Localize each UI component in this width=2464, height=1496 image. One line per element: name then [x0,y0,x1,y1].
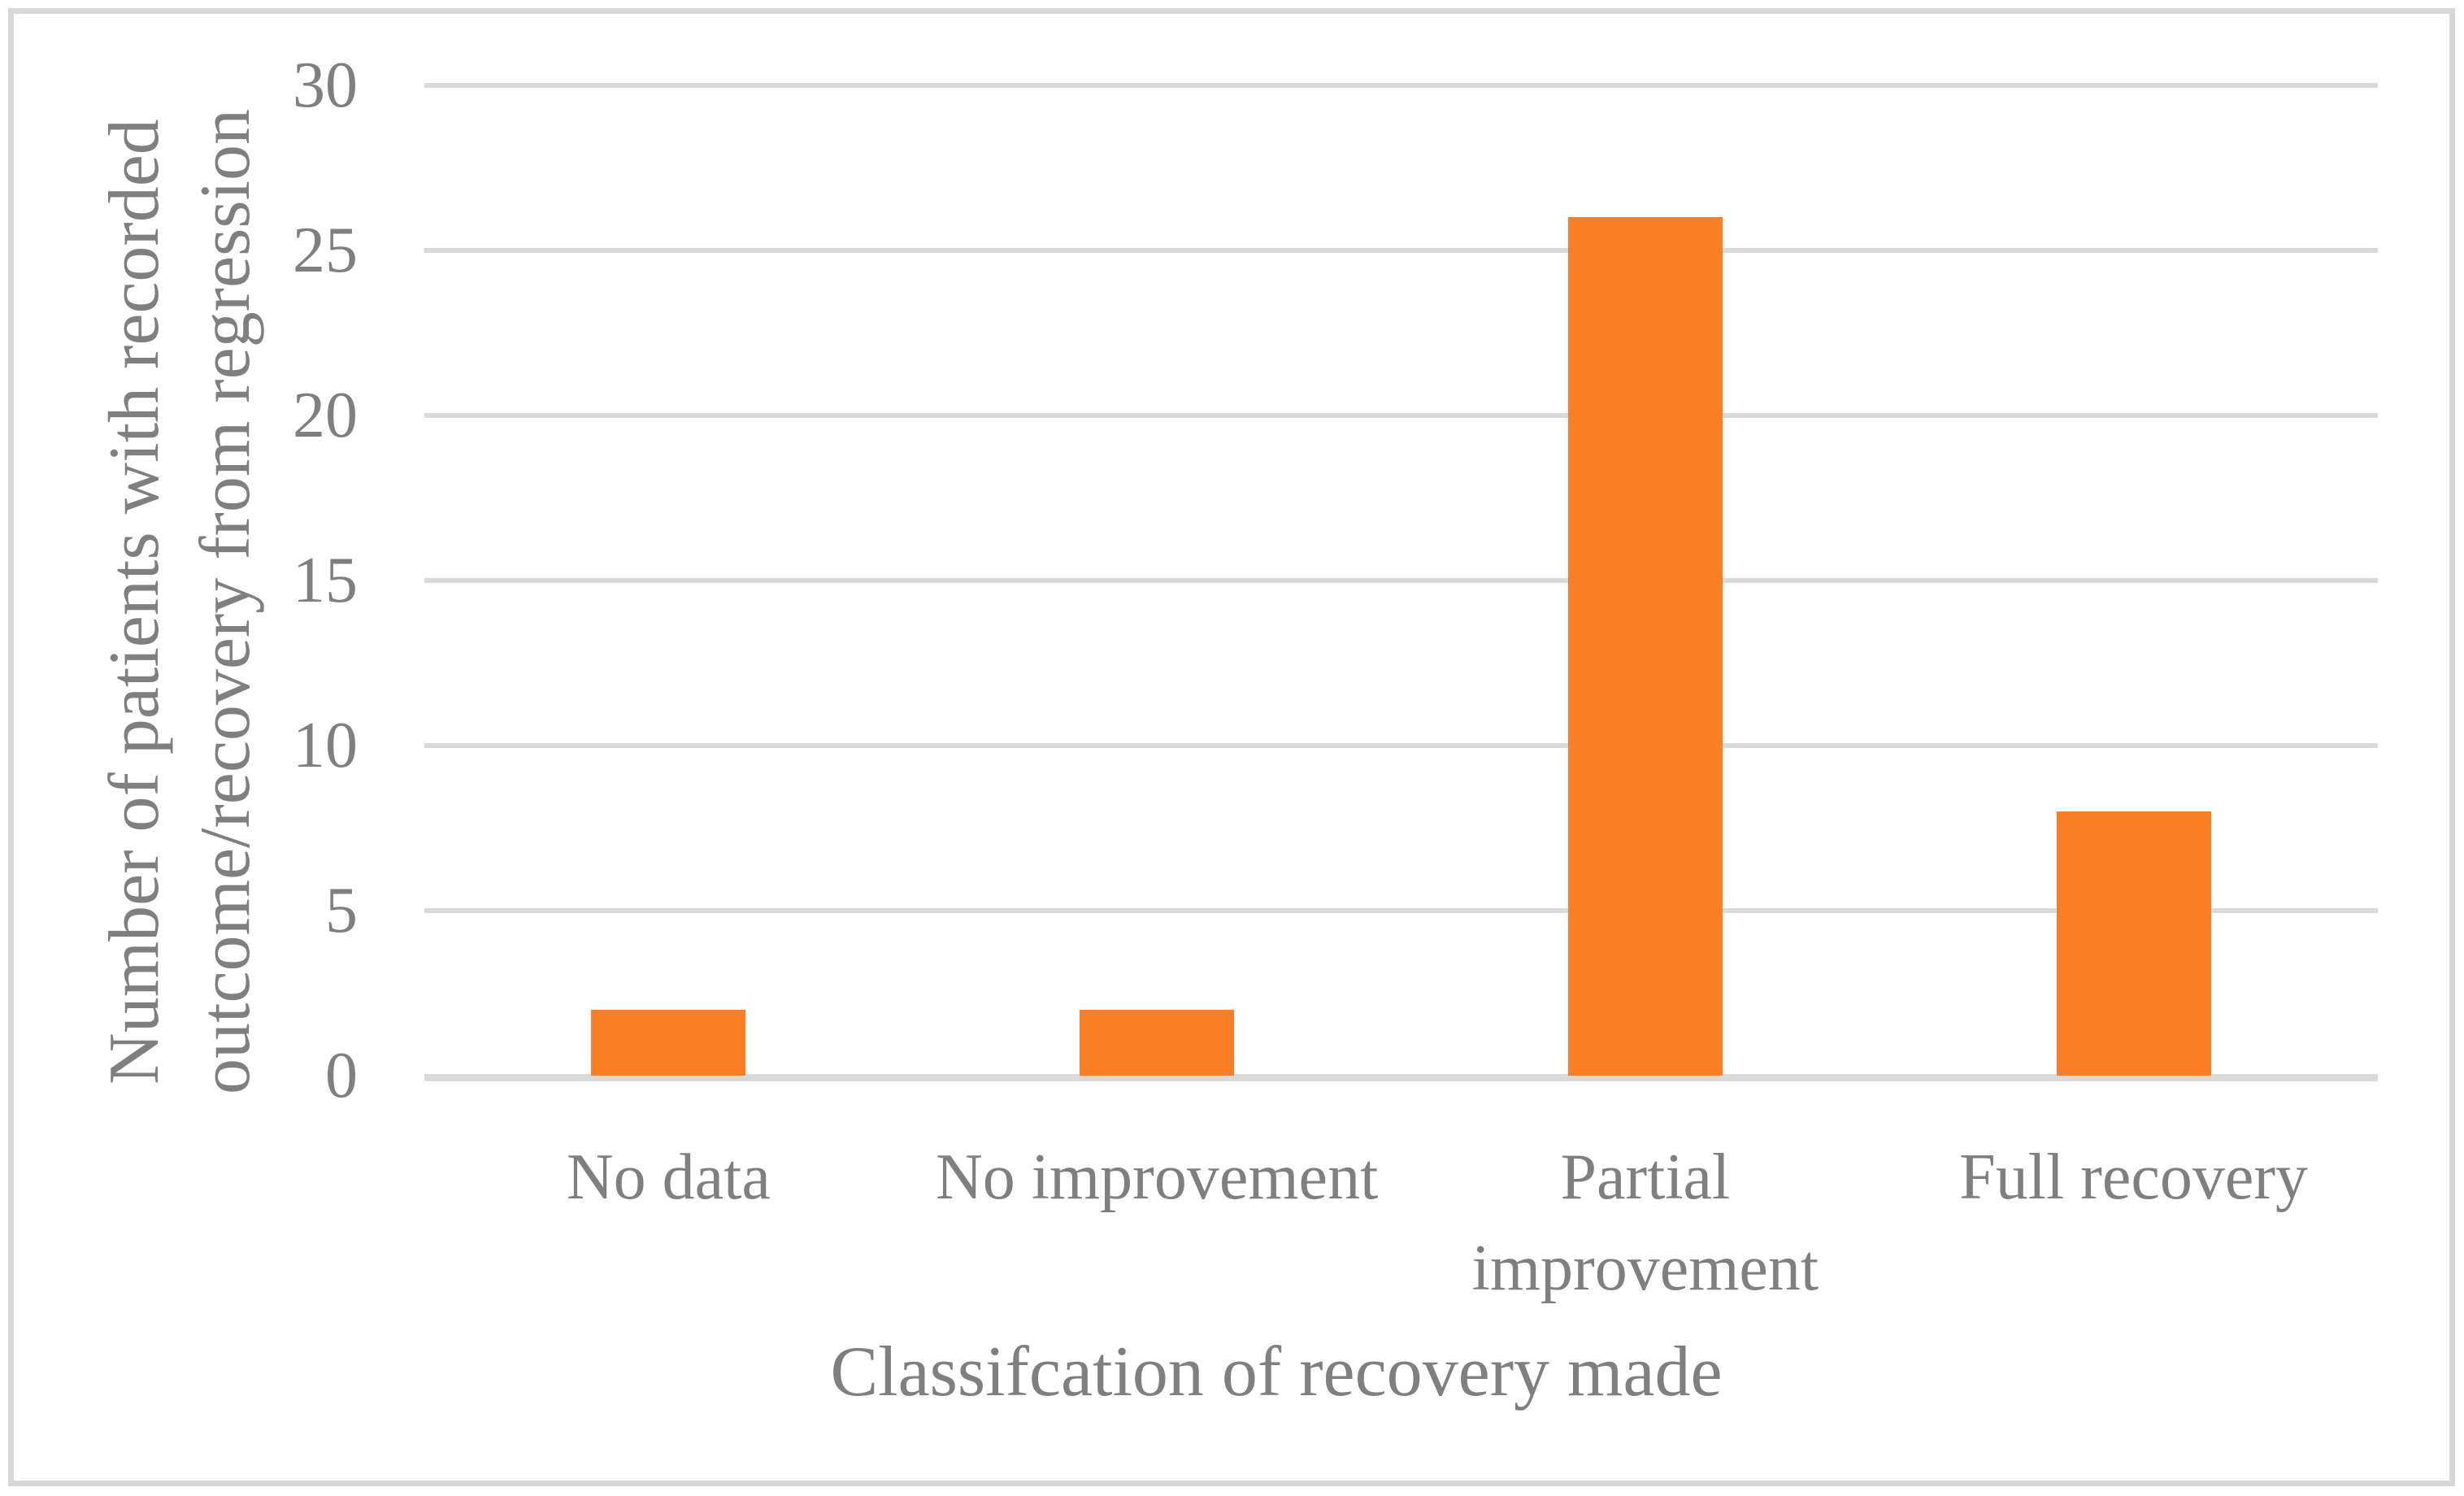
x-axis-title: Classifcation of recovery made [830,1333,1723,1411]
figure-border [8,8,2455,1486]
y-tick-label: 0 [325,1040,358,1111]
gridline [424,248,2378,253]
gridline [424,743,2378,748]
category-label: Partial improvement [1471,1142,1819,1304]
y-tick-label: 5 [325,875,358,946]
y-tick-label: 20 [293,380,358,451]
x-axis-line [424,1074,2378,1081]
y-tick-label: 25 [293,215,358,286]
y-tick-label: 10 [293,710,358,781]
gridline [424,83,2378,88]
plot-area [424,83,2378,1081]
y-tick-label: 15 [293,545,358,616]
gridline [424,413,2378,418]
bar-no-improvement [1080,1009,1235,1076]
bar-no-data [591,1009,746,1076]
gridline [424,908,2378,913]
gridline [424,578,2378,583]
category-label: No improvement [935,1142,1379,1213]
bar-partial-improvement [1567,217,1723,1076]
bar-full-recovery [2056,811,2211,1076]
category-label: No data [566,1142,771,1213]
y-tick-label: 30 [293,50,358,121]
category-label: Full recovery [1959,1142,2308,1213]
